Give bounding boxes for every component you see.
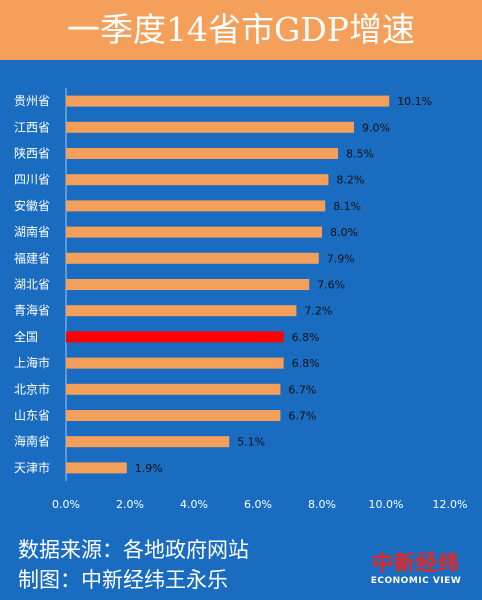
x-tick-label-2: 4.0% xyxy=(180,498,208,511)
bar-4 xyxy=(66,200,326,212)
bars-group xyxy=(66,95,390,474)
bar-9 xyxy=(66,331,284,343)
value-label-6: 7.9% xyxy=(327,252,355,265)
chart-title: 一季度14省市GDP增速 xyxy=(66,10,415,49)
x-tick-labels-group: 0.0% 2.0% 4.0% 6.0% 8.0% 10.0% 12.0% xyxy=(52,498,467,511)
category-label-7: 湖北省 xyxy=(14,277,50,292)
x-tick-label-1: 2.0% xyxy=(116,498,144,511)
bar-3 xyxy=(66,174,329,186)
logo-name-en: ECONOMIC VIEW xyxy=(370,576,462,586)
value-label-12: 6.7% xyxy=(288,410,316,423)
category-label-2: 陕西省 xyxy=(14,146,50,161)
bar-12 xyxy=(66,410,281,421)
bar-11 xyxy=(66,383,281,395)
chart-credit-note: 制图：中新经纬王永乐 xyxy=(18,568,228,592)
bar-5 xyxy=(66,226,322,238)
value-label-5: 8.0% xyxy=(330,226,358,239)
category-label-9: 全国 xyxy=(14,329,38,344)
data-source-note: 数据来源：各地政府网站 xyxy=(18,538,249,562)
category-label-13: 海南省 xyxy=(14,434,50,449)
x-tick-label-5: 10.0% xyxy=(369,498,404,511)
category-label-3: 四川省 xyxy=(14,173,50,187)
category-label-11: 北京市 xyxy=(14,381,50,396)
value-label-10: 6.8% xyxy=(292,357,320,370)
value-label-14: 1.9% xyxy=(135,462,163,475)
value-label-3: 8.2% xyxy=(336,174,364,187)
category-label-0: 贵州省 xyxy=(14,94,50,108)
bar-13 xyxy=(66,436,230,448)
logo-name-cn: 中新经纬 xyxy=(372,551,460,575)
x-tick-label-3: 6.0% xyxy=(244,498,272,511)
bar-7 xyxy=(66,279,310,290)
value-label-1: 9.0% xyxy=(362,121,390,134)
title-bar xyxy=(0,0,482,60)
category-label-10: 上海市 xyxy=(14,355,50,370)
bar-14 xyxy=(66,462,127,474)
value-label-9: 6.8% xyxy=(292,331,320,344)
category-labels-group: 贵州省江西省陕西省四川省安徽省湖南省福建省湖北省青海省全国上海市北京市山东省海南… xyxy=(14,94,50,475)
value-label-0: 10.1% xyxy=(397,95,432,108)
bar-8 xyxy=(66,305,297,317)
bar-6 xyxy=(66,252,319,264)
bar-2 xyxy=(66,148,338,159)
value-label-7: 7.6% xyxy=(317,279,345,292)
category-label-4: 安徽省 xyxy=(14,198,50,213)
value-label-11: 6.7% xyxy=(288,383,316,396)
category-label-12: 山东省 xyxy=(14,409,50,423)
category-label-8: 青海省 xyxy=(14,303,50,318)
value-label-13: 5.1% xyxy=(237,436,265,449)
value-labels-group: 10.1% 9.0% 8.5% 8.2% 8.1% 8.0% 7.9% 7.6% 7.2% 6.8… xyxy=(135,95,432,475)
value-label-4: 8.1% xyxy=(333,200,361,213)
x-tick-label-6: 12.0% xyxy=(433,498,468,511)
category-label-6: 福建省 xyxy=(14,250,50,265)
publisher-logo: 中新经纬 ECONOMIC VIEW xyxy=(360,551,472,591)
bar-1 xyxy=(66,121,354,133)
bar-10 xyxy=(66,357,284,369)
bar-0 xyxy=(66,95,390,107)
category-label-1: 江西省 xyxy=(14,120,50,134)
category-label-5: 湖南省 xyxy=(14,224,50,239)
value-label-2: 8.5% xyxy=(346,148,374,161)
value-label-8: 7.2% xyxy=(304,305,332,318)
x-tick-label-4: 8.0% xyxy=(308,498,336,511)
bar-chart: 贵州省江西省陕西省四川省安徽省湖南省福建省湖北省青海省全国上海市北京市山东省海南… xyxy=(14,88,467,511)
category-label-14: 天津市 xyxy=(14,460,50,475)
x-tick-label-0: 0.0% xyxy=(52,498,80,511)
